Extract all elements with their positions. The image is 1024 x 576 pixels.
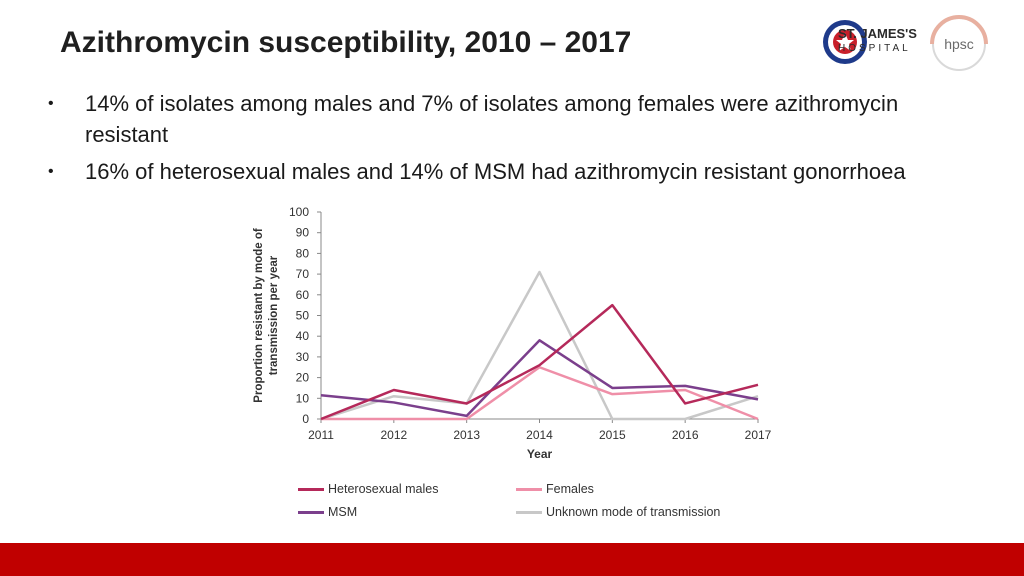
series-line-heterosexual-males bbox=[320, 303, 759, 421]
bullet-dot: • bbox=[48, 163, 54, 180]
bullet-text: 14% of isolates among males and 7% of is… bbox=[85, 91, 899, 147]
legend-label: Unknown mode of transmission bbox=[546, 505, 721, 519]
y-tick-label: 80 bbox=[296, 246, 310, 260]
st-james-line2: HOSPITAL bbox=[838, 43, 911, 54]
bullet-dot: • bbox=[48, 95, 54, 112]
series-line-msm bbox=[320, 339, 759, 418]
y-tick-label: 40 bbox=[296, 329, 310, 343]
y-tick-label: 60 bbox=[296, 288, 310, 302]
legend-item-unknown: Unknown mode of transmission bbox=[516, 505, 720, 519]
legend-item-heterosexual-males: Heterosexual males bbox=[298, 482, 438, 496]
y-tick-label: 30 bbox=[296, 350, 310, 364]
hpsc-logo: hpsc bbox=[930, 15, 988, 71]
y-axis-label-line2: transmission per year bbox=[268, 255, 280, 375]
y-tick-label: 50 bbox=[296, 309, 310, 323]
y-tick-label: 100 bbox=[289, 205, 309, 219]
y-tick-label: 90 bbox=[296, 226, 310, 240]
x-tick-label: 2013 bbox=[453, 428, 480, 442]
st-james-hospital-wordmark: ST. JAMES'S HOSPITAL bbox=[838, 26, 917, 56]
y-tick-label: 0 bbox=[302, 412, 309, 426]
chart-legend: Heterosexual males Females MSM Unknown m… bbox=[298, 480, 778, 524]
legend-item-msm: MSM bbox=[298, 505, 357, 519]
legend-swatch bbox=[298, 487, 324, 491]
bullet-item: • 16% of heterosexual males and 14% of M… bbox=[48, 156, 928, 187]
x-tick-label: 2016 bbox=[672, 428, 699, 442]
legend-swatch bbox=[298, 510, 324, 514]
st-james-line1: ST. JAMES'S bbox=[838, 26, 917, 41]
footer-bar bbox=[0, 543, 1024, 576]
legend-label: MSM bbox=[328, 505, 358, 519]
x-tick-label: 2017 bbox=[745, 428, 772, 442]
bullet-text: 16% of heterosexual males and 14% of MSM… bbox=[85, 159, 906, 184]
y-axis-label-line1: Proportion resistant by mode of bbox=[253, 228, 265, 403]
slide-title: Azithromycin susceptibility, 2010 – 2017 bbox=[60, 26, 632, 59]
y-tick-label: 20 bbox=[296, 371, 310, 385]
legend-label: Heterosexual males bbox=[328, 482, 439, 496]
legend-swatch bbox=[516, 487, 542, 491]
legend-item-females: Females bbox=[516, 482, 594, 496]
x-tick-label: 2012 bbox=[380, 428, 407, 442]
legend-label: Females bbox=[546, 482, 594, 496]
y-axis-label: Proportion resistant by mode of transmis… bbox=[253, 228, 280, 403]
y-tick-label: 10 bbox=[296, 391, 310, 405]
series-line-females bbox=[321, 366, 759, 421]
hpsc-wordmark: hpsc bbox=[944, 36, 974, 52]
legend-swatch bbox=[516, 510, 542, 514]
x-tick-label: 2015 bbox=[599, 428, 626, 442]
st-james-hospital-logo bbox=[823, 20, 867, 64]
bullet-item: • 14% of isolates among males and 7% of … bbox=[48, 88, 928, 150]
bullet-list: • 14% of isolates among males and 7% of … bbox=[48, 88, 928, 193]
x-axis-label: Year bbox=[527, 447, 553, 461]
y-tick-label: 70 bbox=[296, 267, 310, 281]
x-axis: 2011 2012 2013 2014 2015 2016 2017 bbox=[308, 418, 772, 442]
x-tick-label: 2014 bbox=[526, 428, 553, 442]
series-lines bbox=[320, 270, 759, 421]
x-tick-label: 2011 bbox=[308, 428, 334, 442]
y-axis: 0 10 20 30 40 50 60 70 80 90 100 bbox=[289, 205, 322, 426]
series-line-unknown-mode-of-transmission bbox=[320, 270, 759, 421]
